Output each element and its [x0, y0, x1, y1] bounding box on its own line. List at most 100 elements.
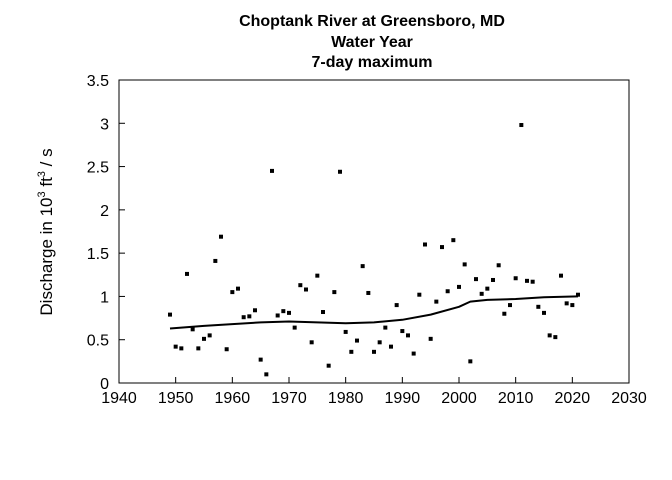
x-tick-label: 1970 [271, 390, 307, 407]
y-tick-label: 0.5 [87, 333, 109, 350]
data-point [298, 283, 303, 288]
data-point [173, 344, 178, 349]
data-point [270, 168, 274, 173]
data-point [275, 313, 280, 318]
x-tick-label: 2000 [441, 390, 477, 407]
data-point [224, 347, 229, 352]
data-point [474, 277, 478, 282]
data-point [423, 242, 427, 247]
y-axis-title-prefix: Discharge in 10 [37, 197, 56, 315]
data-point [185, 271, 189, 276]
x-axis: 1940 1950 1960 1970 1980 1990 2000 2010 2020 2030 [101, 377, 647, 407]
data-point [411, 351, 416, 356]
data-point [576, 292, 580, 297]
data-point [479, 291, 484, 296]
x-tick-label: 2030 [611, 390, 647, 407]
data-point [258, 357, 263, 362]
data-point [536, 304, 541, 309]
data-point [400, 329, 405, 334]
data-point [530, 279, 535, 284]
data-point [519, 123, 524, 128]
x-tick-label: 2020 [555, 390, 591, 407]
data-point [281, 309, 286, 314]
data-point [542, 310, 546, 315]
y-axis-title-unit-exponent: 3 [36, 171, 48, 177]
data-point [564, 301, 569, 306]
data-point [525, 278, 529, 283]
data-point [485, 286, 490, 291]
trend-line [169, 295, 579, 330]
data-point [496, 263, 501, 268]
data-point [547, 333, 552, 338]
y-axis-title-exponent: 3 [36, 191, 48, 197]
data-point [372, 349, 376, 354]
data-point [219, 234, 223, 239]
data-point [377, 340, 382, 345]
data-point [349, 349, 354, 354]
data-point [508, 303, 512, 308]
x-tick-label: 1990 [385, 390, 421, 407]
data-point [440, 245, 444, 250]
y-tick-label: 2 [100, 203, 109, 220]
data-point [366, 290, 371, 295]
chart-title: Choptank River at Greensboro, MD [239, 13, 505, 30]
data-point [332, 290, 337, 295]
data-point [241, 315, 246, 320]
data-point [338, 169, 342, 174]
x-tick-label: 1940 [101, 390, 137, 407]
data-point [406, 333, 410, 338]
plot-frame [118, 79, 630, 384]
data-point [315, 273, 320, 278]
y-tick-label: 2.5 [87, 160, 109, 177]
y-axis-title: Discharge in 103 ft3 / s [36, 148, 56, 315]
data-point [287, 310, 291, 315]
y-tick-label: 1.5 [87, 246, 109, 263]
chart-subtitle: Water Year [331, 34, 413, 51]
data-point [491, 277, 495, 282]
data-point [213, 258, 218, 263]
data-point [207, 333, 212, 338]
data-point [451, 238, 456, 243]
data-point [570, 303, 575, 308]
data-point [360, 264, 365, 269]
data-point [326, 363, 331, 368]
data-point [304, 287, 308, 292]
data-point [389, 344, 393, 349]
y-tick-label: 1 [100, 289, 109, 306]
data-point [417, 292, 422, 297]
data-point [236, 286, 240, 291]
data-point [253, 308, 257, 313]
data-point [502, 311, 507, 316]
data-point [196, 346, 201, 351]
data-point [190, 327, 195, 332]
chart-subtitle-2: 7-day maximum [312, 54, 433, 71]
data-point [179, 346, 184, 351]
data-point [343, 329, 348, 334]
data-point [292, 325, 297, 330]
x-tick-label: 1960 [215, 390, 251, 407]
y-tick-label: 3.5 [87, 73, 109, 90]
data-point [394, 303, 399, 308]
x-tick-label: 1950 [158, 390, 194, 407]
y-axis: 0 0.5 1 1.5 2 2.5 3 3.5 [87, 73, 125, 393]
data-point [553, 335, 558, 340]
data-point [321, 310, 325, 315]
x-tick-label: 1980 [328, 390, 364, 407]
data-point [445, 289, 450, 294]
data-point [559, 273, 563, 278]
y-axis-title-unit: ft [37, 177, 56, 191]
series-layer [168, 123, 580, 377]
data-point [468, 359, 473, 364]
data-point [202, 336, 206, 341]
data-point [168, 312, 172, 317]
data-point [462, 262, 467, 267]
data-point [457, 284, 461, 289]
x-tick-label: 2010 [498, 390, 534, 407]
data-point [230, 290, 235, 295]
data-point [355, 338, 359, 343]
data-point [383, 325, 388, 330]
data-point [309, 340, 314, 345]
data-point [513, 276, 518, 281]
data-point [434, 299, 439, 304]
